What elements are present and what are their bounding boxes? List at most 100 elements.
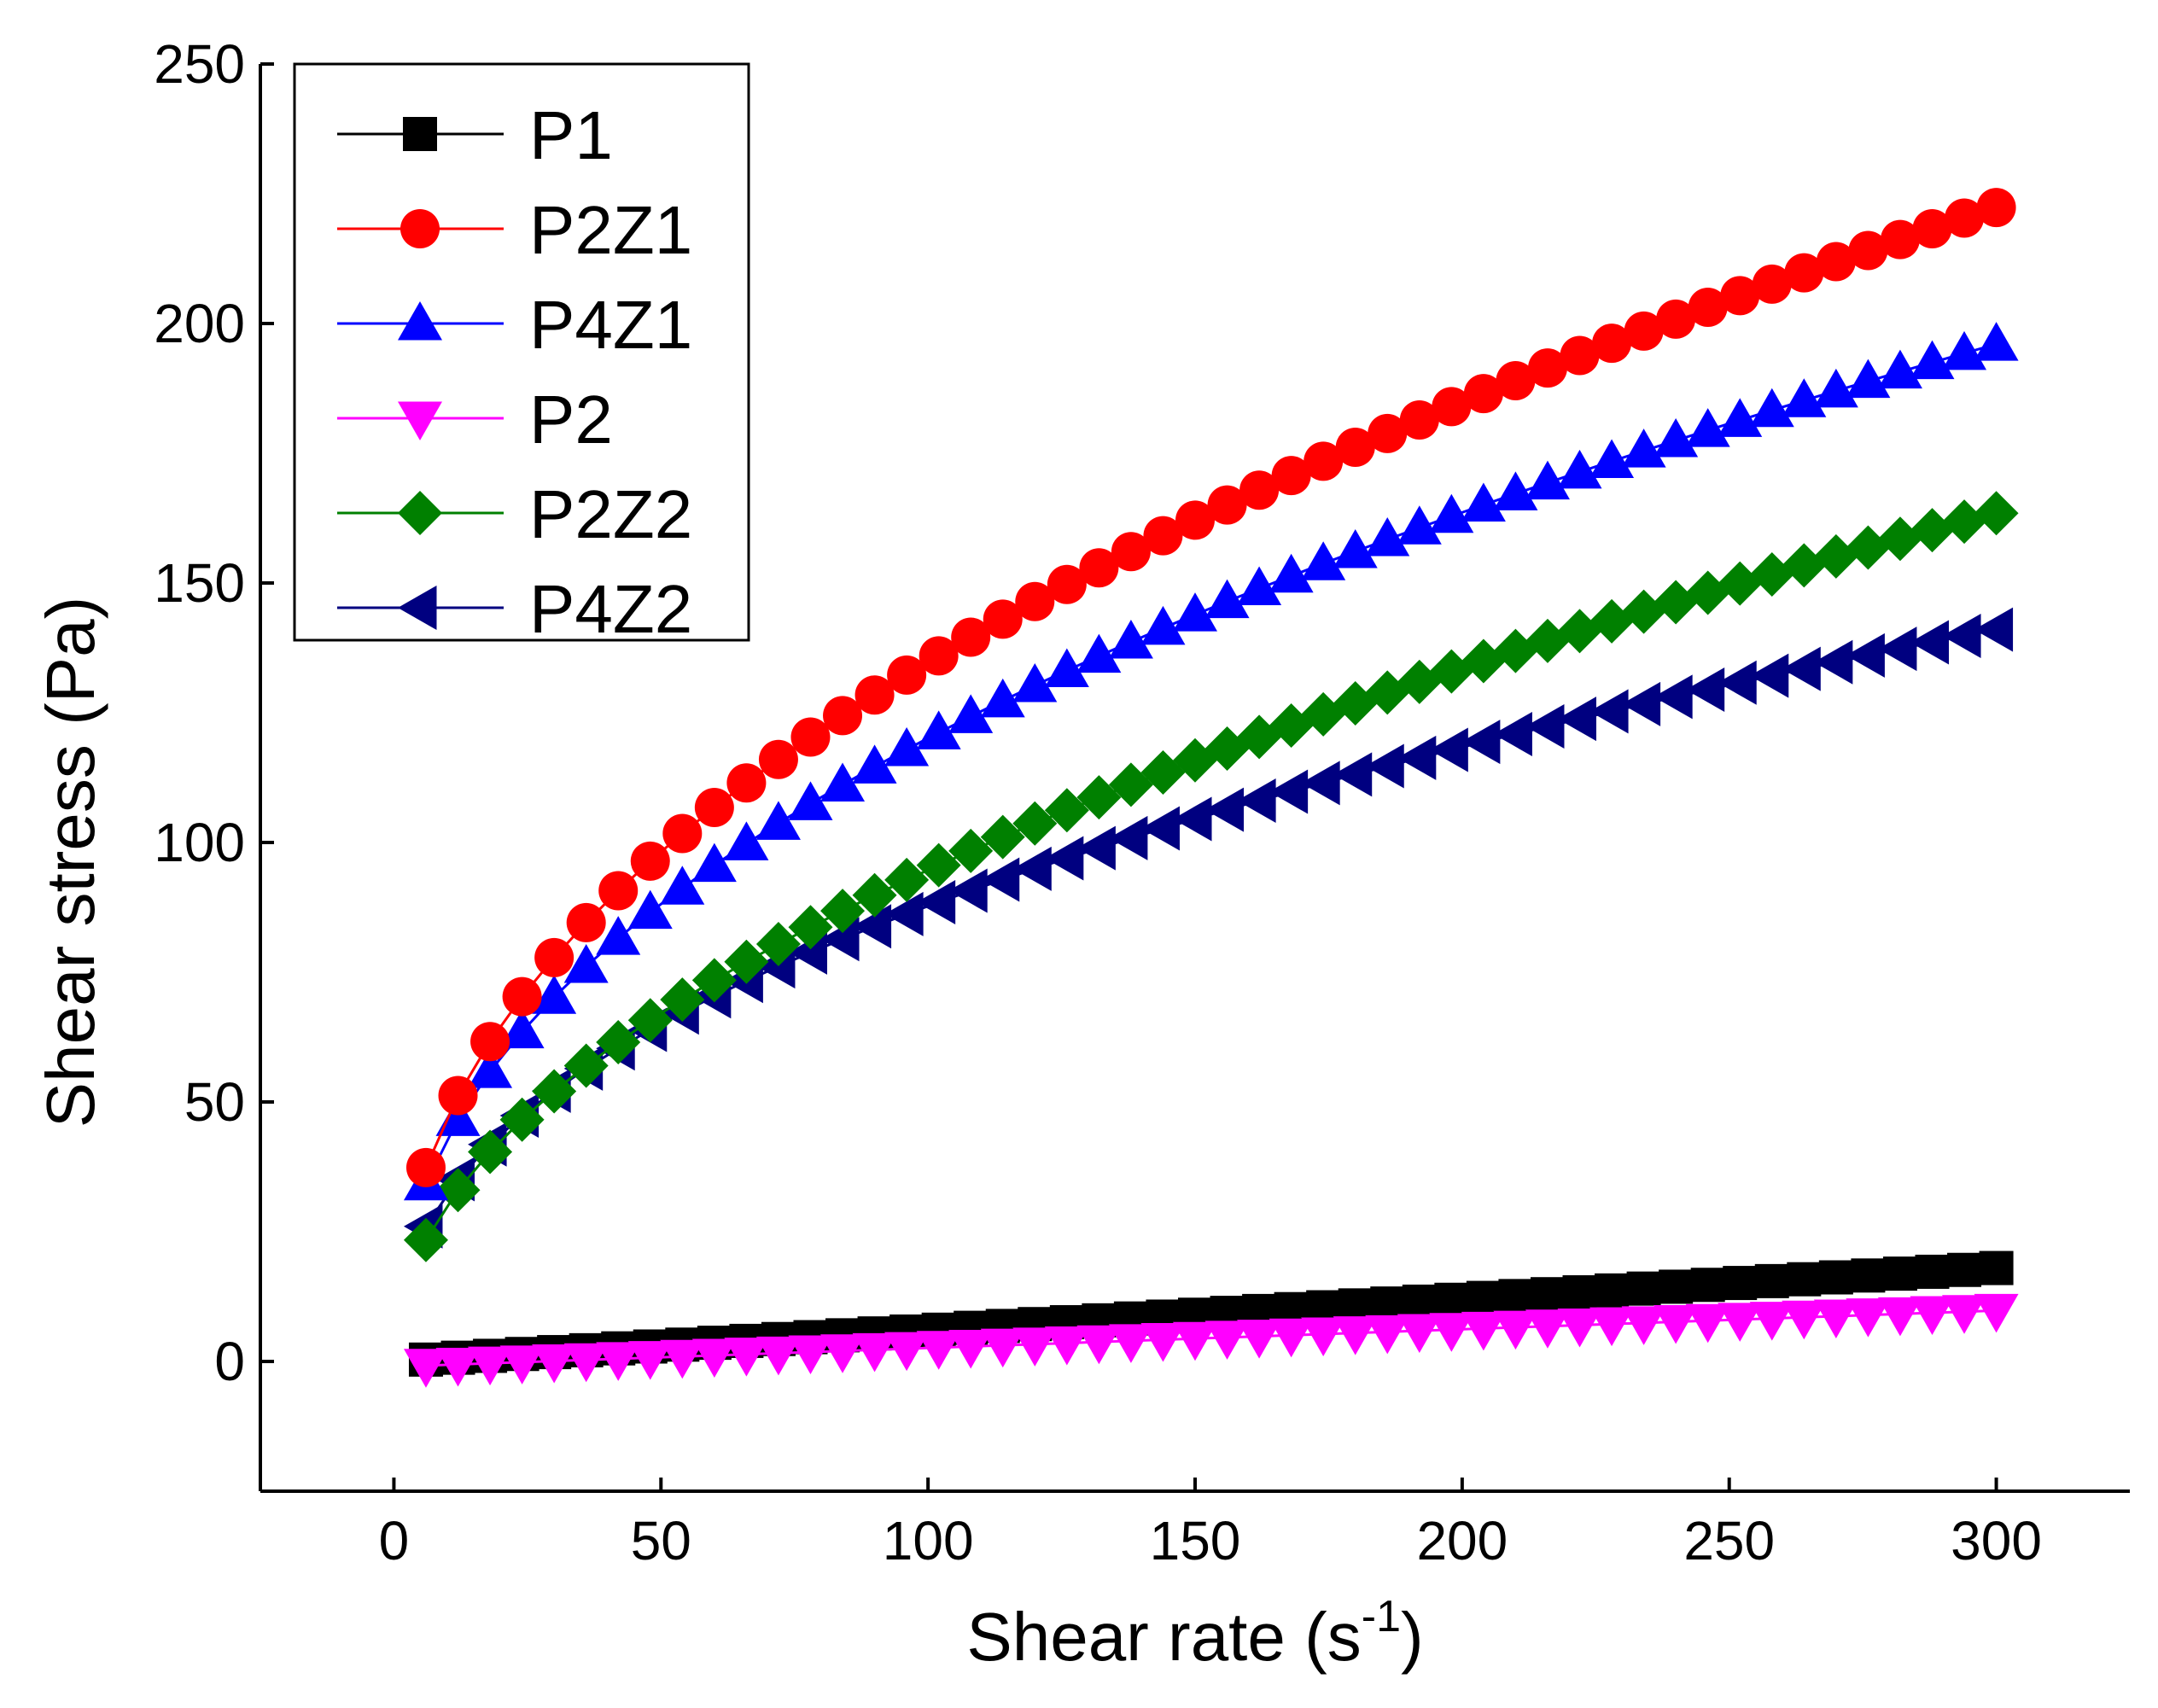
data-point-p4z2 [980,857,1020,902]
data-point-p4z1 [1461,482,1506,522]
data-point-p1 [1595,1273,1630,1308]
data-point-p4z1 [1974,322,2019,361]
data-point-p1 [1562,1275,1597,1310]
data-point-p4z1 [1108,620,1153,659]
data-point-p2z2 [948,828,994,873]
data-point-p4z2 [1813,639,1853,685]
data-point-p2z2 [788,905,833,950]
data-point-p4z2 [1782,646,1821,691]
data-point-p2z1 [1688,288,1728,328]
y-tick-label: 200 [154,293,245,354]
data-point-p2z1 [1880,219,1920,259]
legend-item-p4z2: P4Z2 [337,571,692,647]
data-point-p4z2 [820,917,860,962]
data-point-p2z1 [1335,427,1375,467]
data-point-p4z1 [916,710,961,749]
data-point-p4z1 [563,944,609,983]
data-point-p2 [1204,1320,1250,1360]
data-point-p2 [1076,1325,1122,1365]
data-point-p4z1 [1685,408,1730,447]
x-tick-label: 250 [1683,1510,1775,1571]
axes: 0 50 100 150 200 250 300 0 50 100 150 200 250 [154,33,2130,1571]
data-point-p4z2 [1204,787,1245,832]
data-point-p2z1 [1079,548,1119,588]
data-point-p2 [724,1338,769,1377]
data-point-p4z1 [1589,439,1635,478]
data-point-p4z1 [1269,553,1314,593]
data-point-p2z1 [1945,198,1985,238]
data-point-p2z1 [1592,324,1632,364]
data-point-p2z2 [884,857,930,902]
data-point-p4z2 [1333,752,1373,797]
x-tick-label: 100 [883,1510,974,1571]
x-axis-title-close: ) [1401,1599,1424,1675]
data-point-p4z1 [755,801,801,840]
data-point-p4z1 [1076,633,1122,673]
data-point-p2z2 [980,814,1025,860]
data-point-p4z2 [1461,720,1501,765]
data-point-p4z2 [1044,836,1084,881]
legend-item-p4z1: P4Z1 [337,287,692,363]
legend: P1 P2Z1 P4Z1 P2 P2Z2 P4Z2 [293,62,750,647]
data-point-p2z2 [691,958,737,1003]
data-point-p2z1 [1656,299,1696,339]
data-point-p1 [1530,1277,1565,1312]
data-point-p4z2 [1269,769,1309,814]
data-point-p2z2 [1846,525,1891,570]
data-point-p4z2 [1237,778,1276,823]
data-point-p2 [948,1329,994,1369]
data-point-p2z2 [563,1043,609,1088]
data-point-p2z1 [1752,264,1792,304]
data-point-p2 [1365,1315,1410,1355]
legend-marker-p2z1 [400,209,440,248]
data-point-p2 [691,1338,737,1378]
data-point-p2z2 [1782,543,1827,588]
data-point-p2z1 [790,717,831,757]
data-point-p4z2 [916,879,956,924]
data-point-p2z1 [1463,374,1503,414]
data-point-p2z1 [598,871,639,911]
data-point-p2z1 [758,739,798,779]
data-point-p2z1 [1399,400,1439,440]
data-point-p2z2 [852,872,897,918]
data-point-p2z1 [1304,441,1344,481]
data-point-p2z2 [1749,551,1794,597]
legend-marker-p4z2 [398,586,437,630]
data-point-p2 [532,1344,577,1384]
data-point-p2 [1333,1316,1378,1355]
data-point-p2z2 [1910,508,1955,553]
data-point-p2 [916,1331,961,1370]
data-point-p1 [1626,1271,1661,1306]
data-point-p2z1 [854,675,895,715]
data-point-p4z1 [1429,493,1474,533]
data-point-p2 [1621,1306,1666,1345]
data-point-p2 [1173,1321,1217,1361]
data-point-p1 [1690,1268,1725,1303]
data-point-p4z2 [1621,681,1661,726]
data-point-p2z2 [660,977,705,1023]
data-point-p4z1 [1012,662,1058,702]
data-point-p2z2 [468,1129,513,1175]
data-point-p4z1 [1621,428,1666,468]
y-tick-label: 250 [154,33,245,95]
x-tick-label: 150 [1150,1510,1241,1571]
data-point-p2 [1910,1296,1955,1336]
series-p2z1 [405,188,2016,1187]
legend-item-p2: P2 [337,382,613,458]
data-point-p4z1 [1877,349,1922,389]
series-p4z1 [403,322,2019,1201]
data-point-p4z1 [1525,460,1570,500]
data-point-p4z1 [660,866,705,905]
data-point-p4z2 [1846,632,1885,678]
data-point-p2 [1012,1327,1058,1367]
data-point-p2z1 [1175,500,1215,540]
data-point-p2z1 [502,976,542,1017]
data-point-p4z2 [1910,620,1949,665]
data-point-p2 [499,1345,545,1384]
data-point-p2z1 [1976,188,2016,228]
data-point-p2 [852,1332,897,1373]
data-point-p2 [1813,1299,1858,1338]
data-point-p2z1 [470,1022,510,1062]
data-point-p4z2 [1557,697,1597,742]
data-point-p2 [1269,1318,1314,1358]
